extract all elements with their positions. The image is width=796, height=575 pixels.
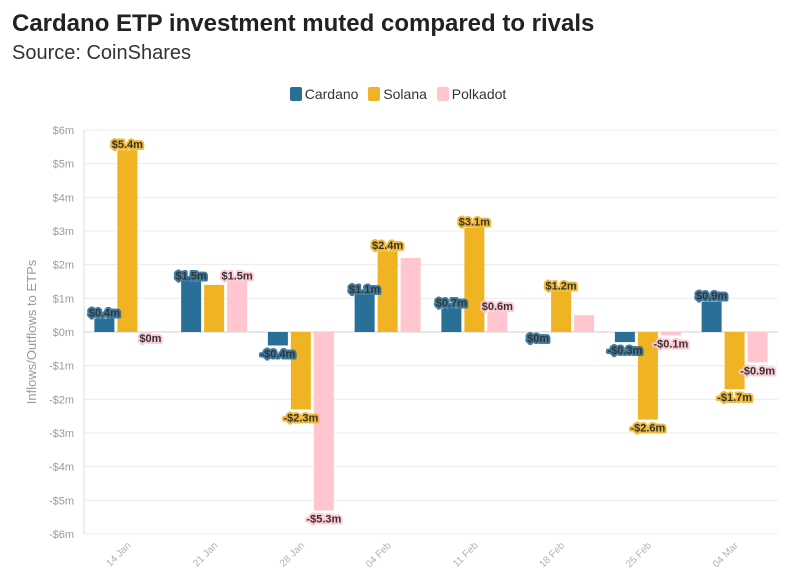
data-label: $0.9m bbox=[696, 291, 727, 303]
bar-solana bbox=[724, 332, 745, 390]
data-label-halo: $1.5m bbox=[222, 271, 253, 283]
x-tick-label: 25 Feb bbox=[624, 540, 654, 570]
bar-polkadot bbox=[400, 257, 421, 332]
legend-item-polkadot[interactable]: Polkadot bbox=[436, 86, 507, 102]
y-tick-label: -$4m bbox=[49, 462, 74, 474]
data-label: $0.4m bbox=[89, 308, 120, 320]
y-tick-label: -$6m bbox=[49, 529, 74, 541]
x-tick-label: 04 Mar bbox=[711, 540, 741, 570]
data-label-halo: $3.1m bbox=[459, 217, 490, 229]
data-label-halo: -$0.9m bbox=[740, 365, 775, 377]
data-label-halo: $0m bbox=[139, 333, 161, 345]
bar-solana bbox=[464, 227, 485, 332]
data-label: $0.6m bbox=[482, 301, 513, 313]
data-label: $1.5m bbox=[176, 271, 207, 283]
data-label-halo: $0.9m bbox=[696, 291, 727, 303]
bar-solana bbox=[290, 332, 311, 410]
legend-item-cardano[interactable]: Cardano bbox=[289, 86, 359, 102]
data-label-halo: -$0.1m bbox=[653, 338, 688, 350]
data-label-halo: -$2.3m bbox=[283, 412, 318, 424]
bar-polkadot bbox=[227, 281, 248, 332]
legend: Cardano Solana Polkadot bbox=[0, 86, 796, 102]
bar-polkadot bbox=[313, 332, 334, 511]
data-label-halo: $1.1m bbox=[349, 284, 380, 296]
legend-swatch-polkadot bbox=[436, 87, 449, 101]
x-tick-label: 21 Jan bbox=[191, 540, 220, 569]
legend-swatch-cardano bbox=[289, 87, 302, 101]
data-label-halo: -$2.6m bbox=[630, 423, 665, 435]
bar-cardano bbox=[181, 281, 202, 332]
data-label-halo: -$0.3m bbox=[607, 345, 642, 357]
data-label: $0m bbox=[139, 333, 161, 345]
bar-cardano bbox=[354, 294, 375, 332]
data-label: -$2.6m bbox=[630, 423, 665, 435]
data-label: -$2.3m bbox=[283, 412, 318, 424]
bar-cardano bbox=[267, 332, 288, 346]
bar-solana bbox=[551, 291, 572, 332]
legend-label-solana: Solana bbox=[383, 86, 427, 102]
bar-polkadot bbox=[574, 315, 595, 332]
chart-subtitle: Source: CoinShares bbox=[12, 42, 191, 64]
bar-solana bbox=[637, 332, 658, 420]
bar-cardano bbox=[441, 308, 462, 332]
data-label: $3.1m bbox=[459, 217, 490, 229]
legend-swatch-solana bbox=[368, 87, 381, 101]
y-tick-label: -$1m bbox=[49, 361, 74, 373]
chart-title: Cardano ETP investment muted compared to… bbox=[12, 10, 595, 37]
data-label: $5.4m bbox=[112, 139, 143, 151]
legend-item-solana[interactable]: Solana bbox=[368, 86, 427, 102]
x-tick-label: 28 Jan bbox=[278, 540, 307, 569]
bar-solana bbox=[377, 251, 398, 332]
data-label: -$0.1m bbox=[653, 338, 688, 350]
bar-polkadot bbox=[487, 311, 508, 332]
data-label-halo: $0.4m bbox=[89, 308, 120, 320]
data-label-halo: -$0.4m bbox=[260, 348, 295, 360]
data-label-halo: -$5.3m bbox=[306, 513, 341, 525]
data-label: $0.7m bbox=[436, 297, 467, 309]
data-label-halo: $1.2m bbox=[546, 281, 577, 293]
y-tick-label: -$2m bbox=[49, 394, 74, 406]
y-tick-label: $0m bbox=[53, 327, 74, 339]
data-label: -$1.7m bbox=[717, 392, 752, 404]
data-label: $0m bbox=[527, 333, 549, 345]
y-tick-label: $3m bbox=[53, 226, 74, 238]
bar-cardano bbox=[94, 318, 115, 332]
y-tick-label: $4m bbox=[53, 192, 74, 204]
bar-cardano bbox=[614, 332, 635, 343]
x-tick-label: 11 Feb bbox=[451, 540, 481, 570]
y-tick-label: $6m bbox=[53, 125, 74, 137]
legend-label-cardano: Cardano bbox=[304, 86, 359, 102]
bar-solana bbox=[117, 150, 138, 332]
y-tick-label: $1m bbox=[53, 293, 74, 305]
data-label: -$5.3m bbox=[306, 513, 341, 525]
data-label: $1.5m bbox=[222, 271, 253, 283]
legend-label-polkadot: Polkadot bbox=[451, 86, 507, 102]
data-label-halo: $0.6m bbox=[482, 301, 513, 313]
data-label: $1.2m bbox=[546, 281, 577, 293]
bar-cardano bbox=[701, 301, 722, 332]
y-axis-title: Inflows/Outflows to ETPs bbox=[24, 259, 39, 404]
data-label-halo: $2.4m bbox=[372, 240, 403, 252]
data-label-halo: $0m bbox=[527, 333, 549, 345]
data-label-halo: -$1.7m bbox=[717, 392, 752, 404]
y-tick-label: -$3m bbox=[49, 428, 74, 440]
data-label: -$0.3m bbox=[607, 345, 642, 357]
y-tick-label: $2m bbox=[53, 260, 74, 272]
data-label-halo: $0.7m bbox=[436, 297, 467, 309]
x-tick-label: 18 Feb bbox=[537, 540, 567, 570]
data-label: -$0.9m bbox=[740, 365, 775, 377]
data-label: $2.4m bbox=[372, 240, 403, 252]
data-label: $1.1m bbox=[349, 284, 380, 296]
data-label: -$0.4m bbox=[260, 348, 295, 360]
bar-solana bbox=[204, 284, 225, 332]
x-tick-label: 14 Jan bbox=[104, 540, 133, 569]
y-tick-label: -$5m bbox=[49, 495, 74, 507]
data-label-halo: $1.5m bbox=[176, 271, 207, 283]
x-tick-label: 04 Feb bbox=[364, 540, 394, 570]
y-tick-label: $5m bbox=[53, 159, 74, 171]
data-label-halo: $5.4m bbox=[112, 139, 143, 151]
bar-polkadot bbox=[660, 332, 681, 336]
bar-polkadot bbox=[747, 332, 768, 363]
